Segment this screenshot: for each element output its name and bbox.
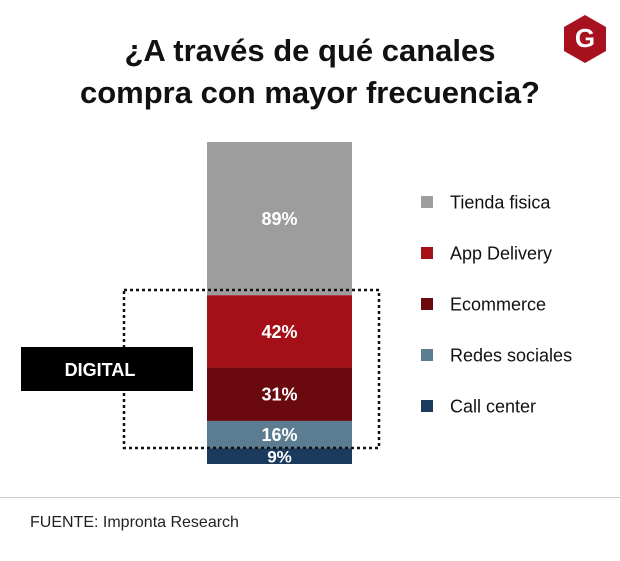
legend-swatch xyxy=(421,196,433,208)
brand-logo-letter: G xyxy=(575,23,595,53)
legend-label: Call center xyxy=(450,397,536,417)
title-line-1: ¿A través de qué canales xyxy=(124,33,496,68)
chart-title: ¿A través de qué canales compra con mayo… xyxy=(0,30,620,114)
legend-swatch xyxy=(421,298,433,310)
digital-label-box xyxy=(21,347,193,391)
bar-segment xyxy=(207,448,352,464)
data-label: 31% xyxy=(261,385,297,405)
data-label: 89% xyxy=(261,209,297,229)
bar-segment xyxy=(207,142,352,296)
bar-segment xyxy=(207,367,352,421)
source-note: FUENTE: Impronta Research xyxy=(30,514,239,531)
legend-swatch xyxy=(421,349,433,361)
legend-swatch xyxy=(421,247,433,259)
bar-segment xyxy=(207,420,352,449)
legend-label: Tienda fisica xyxy=(450,193,551,213)
brand-logo-icon: G xyxy=(564,15,606,63)
legend-label: Redes sociales xyxy=(450,346,572,366)
bar-segment xyxy=(207,295,352,368)
title-line-2: compra con mayor frecuencia? xyxy=(80,75,540,110)
data-label: 42% xyxy=(261,322,297,342)
data-label: 16% xyxy=(261,425,297,445)
legend: Tienda fisica App Delivery Ecommerce Redes … xyxy=(421,193,572,417)
legend-label: App Delivery xyxy=(450,244,552,264)
stacked-bar-chart: 89% 42% 31% 16% 9% DIGITAL Tienda fisica App … xyxy=(21,142,573,466)
labels-layer: 89% 42% 31% 16% 9% xyxy=(261,209,297,466)
footer-divider xyxy=(0,497,620,498)
legend-swatch xyxy=(421,400,433,412)
brand-logo-hexagon xyxy=(564,15,606,63)
legend-label: Ecommerce xyxy=(450,295,546,315)
digital-label: DIGITAL xyxy=(65,360,136,380)
bars-layer xyxy=(207,142,352,464)
data-label: 9% xyxy=(267,447,292,466)
